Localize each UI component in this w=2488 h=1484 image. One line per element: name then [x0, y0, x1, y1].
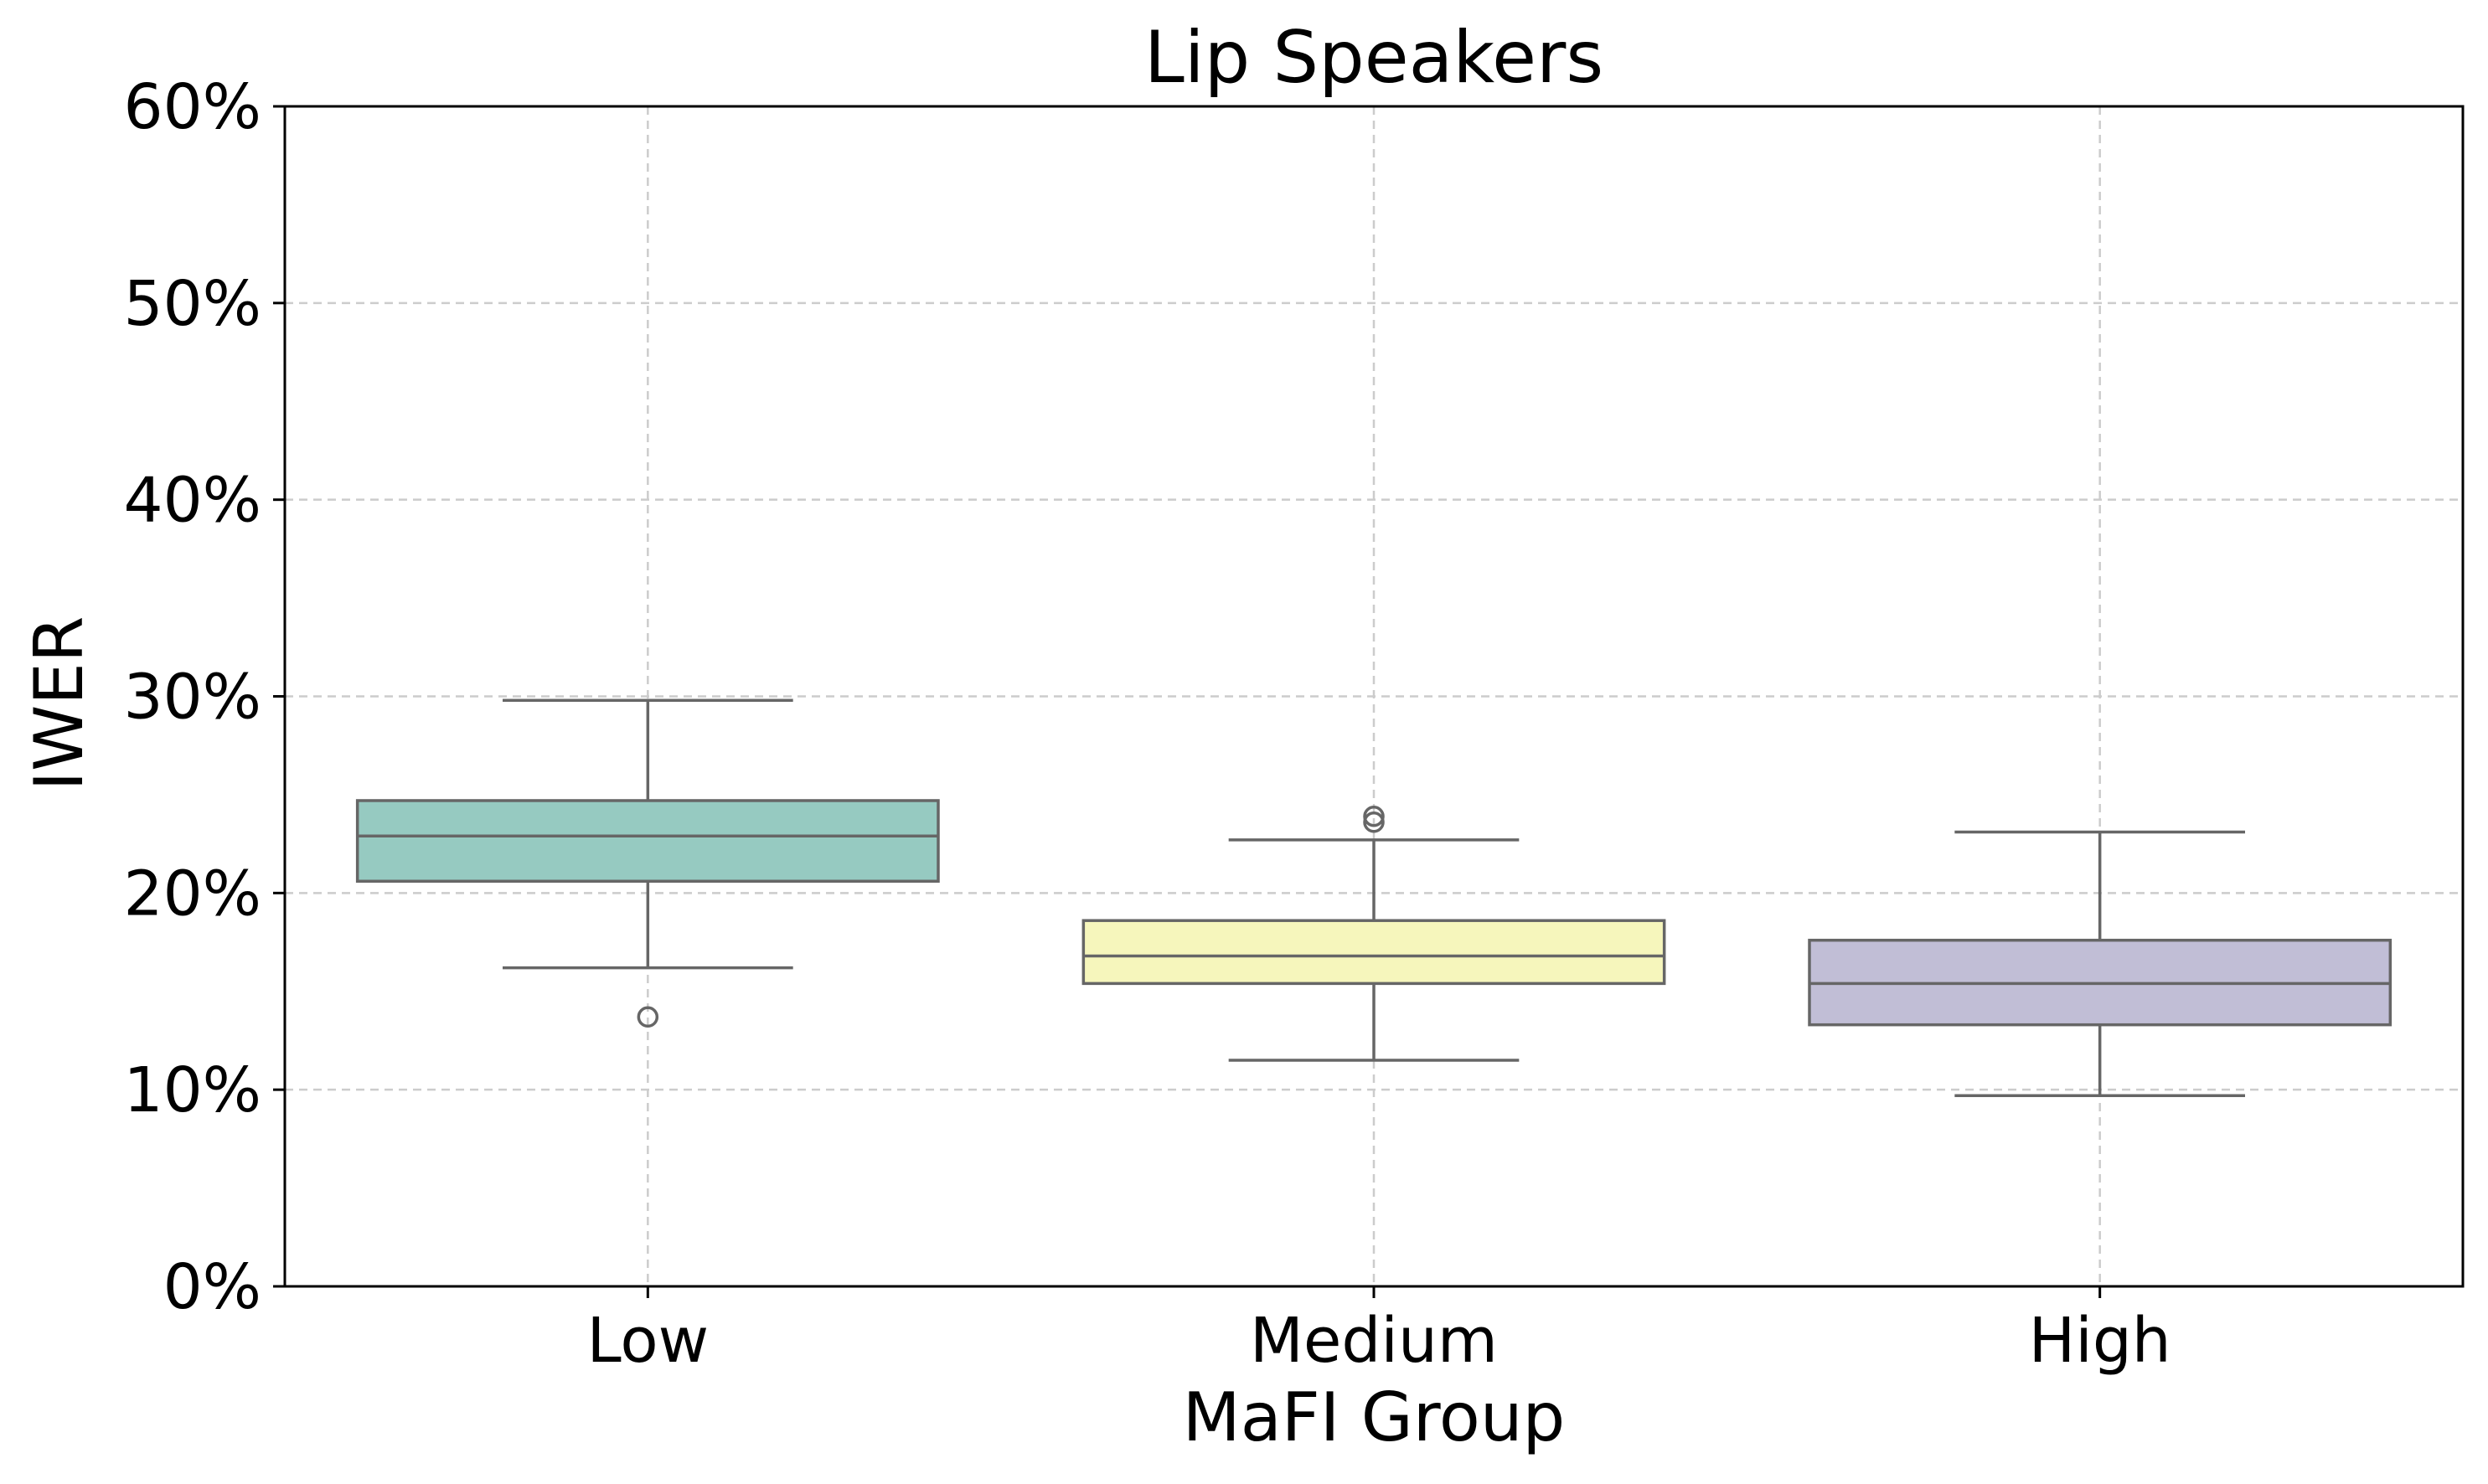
outlier-point	[637, 1006, 659, 1028]
y-tick-label: 20%	[124, 858, 261, 930]
x-axis-title: MaFI Group	[1183, 1378, 1566, 1456]
x-tick-label: Medium	[1250, 1305, 1498, 1377]
y-axis-ticks: 0% 10% 20% 30% 40% 50% 60%	[124, 71, 285, 1323]
box-high	[1808, 830, 2393, 1097]
outlier-point	[1363, 805, 1385, 827]
y-axis-title: IWER	[20, 616, 98, 791]
x-axis-ticks: Low Medium High	[586, 1286, 2171, 1377]
y-tick-label: 10%	[124, 1054, 261, 1126]
y-tick-label: 50%	[124, 268, 261, 340]
outlier-point	[1363, 812, 1385, 833]
box-low	[355, 698, 940, 1028]
y-tick-label: 0%	[163, 1251, 261, 1323]
box-medium	[1081, 805, 1666, 1062]
iqr-box	[355, 799, 940, 883]
y-tick-label: 30%	[124, 662, 261, 734]
chart-title: Lip Speakers	[1144, 16, 1603, 100]
box-plot-series	[355, 698, 2393, 1097]
y-tick-label: 40%	[124, 465, 261, 537]
iqr-box	[1081, 919, 1666, 986]
grid-lines	[285, 105, 2463, 1288]
x-tick-label: Low	[586, 1305, 709, 1377]
x-tick-label: High	[2029, 1305, 2171, 1377]
y-tick-label: 60%	[124, 71, 261, 143]
